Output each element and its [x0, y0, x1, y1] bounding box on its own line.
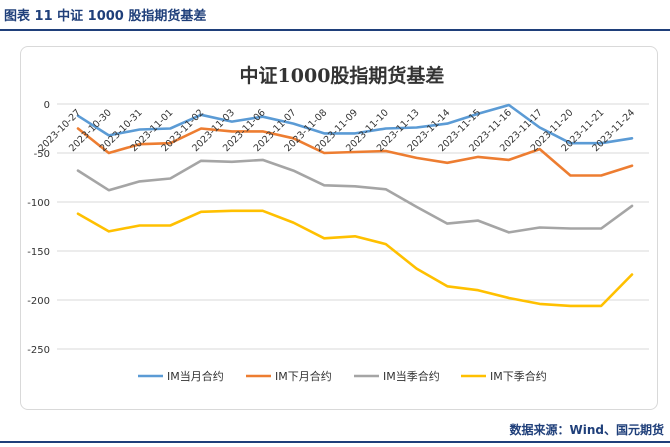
legend-label: IM当月合约: [167, 369, 224, 383]
y-tick-label: -250: [27, 345, 50, 356]
y-tick-label: -200: [27, 296, 50, 307]
header-rule: [0, 29, 670, 31]
series-line: [76, 209, 634, 308]
source-note: 数据来源：Wind、国元期货: [509, 423, 664, 437]
series-2: [76, 127, 634, 177]
series-3: [76, 158, 634, 234]
y-tick-label: -50: [34, 149, 50, 160]
series-1: [76, 103, 634, 145]
gridlines: [57, 103, 649, 350]
legend-label: IM当季合约: [383, 369, 440, 383]
series-line: [76, 103, 634, 145]
figure-header: 图表 11 中证 1000 股指期货基差: [0, 0, 670, 31]
legend: IM当月合约 IM下月合约 IM当季合约 IM下季合约: [138, 369, 547, 383]
series-line: [76, 127, 634, 177]
y-axis-ticks: 0 -50 -100 -150 -200 -250: [27, 100, 50, 356]
y-tick-label: 0: [44, 100, 50, 111]
y-tick-label: -150: [27, 247, 50, 258]
series-4: [76, 209, 634, 308]
series-lines: [76, 103, 634, 308]
y-tick-label: -100: [27, 198, 50, 209]
series-line: [76, 158, 634, 234]
chart-title: 中证1000股指期货基差: [240, 64, 445, 87]
legend-label: IM下季合约: [490, 369, 547, 383]
footer-rule: [0, 441, 670, 443]
legend-label: IM下月合约: [275, 369, 332, 383]
figure-label: 图表 11 中证 1000 股指期货基差: [4, 9, 207, 24]
